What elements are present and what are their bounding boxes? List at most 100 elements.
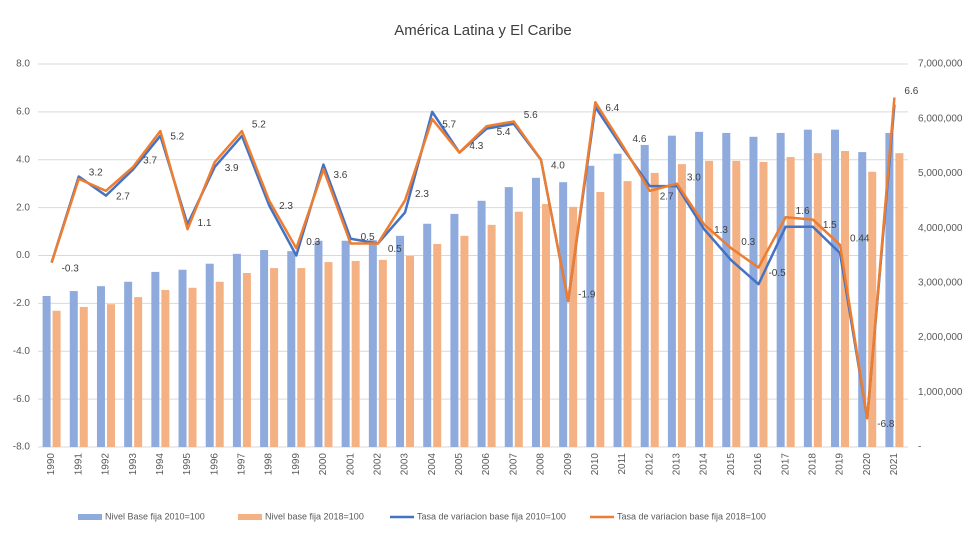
y-tick-label: -6.0: [13, 394, 31, 405]
bar: [541, 204, 550, 447]
bar: [650, 172, 659, 448]
bar: [667, 135, 676, 447]
bar: [52, 310, 61, 447]
y-tick-label: 8.0: [16, 59, 30, 70]
bar: [477, 200, 486, 447]
bar: [895, 153, 904, 448]
data-label: -6.8: [877, 419, 895, 430]
legend-swatch: [78, 514, 102, 520]
x-tick-label: 2019: [835, 453, 846, 476]
bar: [287, 251, 296, 447]
bar: [813, 153, 822, 448]
bar: [242, 273, 251, 447]
bar: [215, 281, 224, 447]
bar: [396, 235, 405, 447]
x-tick-label: 2013: [672, 453, 683, 476]
y2-tick-label: 6,000,000: [918, 113, 963, 124]
y2-tick-label: 4,000,000: [918, 223, 963, 234]
x-tick-label: 2021: [889, 453, 900, 476]
bar: [858, 152, 867, 447]
x-tick-label: 2020: [862, 453, 873, 476]
data-label: 1.3: [714, 225, 728, 236]
bar: [69, 291, 78, 447]
x-tick-label: 1990: [46, 453, 57, 476]
y-tick-label: -4.0: [13, 346, 31, 357]
data-label: 4.6: [633, 134, 647, 145]
data-label: 5.4: [497, 127, 511, 138]
data-label: 2.7: [660, 192, 674, 203]
legend-label: Tasa de variacion base fija 2010=100: [417, 511, 566, 521]
bar: [732, 160, 741, 447]
x-tick-label: 1994: [155, 453, 166, 476]
bar: [776, 132, 785, 447]
x-tick-label: 2007: [508, 453, 519, 476]
bar: [124, 281, 133, 447]
data-label: 5.2: [170, 132, 184, 143]
bar: [161, 289, 170, 447]
data-label: 5.6: [524, 110, 538, 121]
y2-tick-label: 7,000,000: [918, 59, 963, 70]
x-tick-label: 1991: [73, 453, 84, 476]
data-label: 2.3: [415, 189, 429, 200]
bar: [868, 171, 877, 447]
bar: [106, 304, 115, 447]
bar: [803, 129, 812, 447]
data-label: 3.6: [333, 170, 347, 181]
data-label: 4.0: [551, 160, 565, 171]
bar: [640, 144, 649, 447]
line: [50, 97, 896, 420]
x-tick-label: 1997: [237, 453, 248, 476]
data-label: -0.3: [62, 263, 80, 274]
bar: [188, 287, 197, 447]
bar: [134, 297, 143, 447]
y2-tick-label: 5,000,000: [918, 168, 963, 179]
bar: [460, 235, 469, 447]
x-tick-label: 1999: [291, 453, 302, 476]
bar: [260, 250, 269, 447]
y-tick-label: 0.0: [16, 250, 30, 261]
bar: [613, 153, 622, 447]
bar: [79, 306, 88, 447]
bar: [677, 164, 686, 447]
bar: [314, 240, 323, 447]
data-label: 3.9: [225, 163, 239, 174]
y-tick-label: -2.0: [13, 298, 31, 309]
x-tick-label: 2015: [726, 453, 737, 476]
bar: [586, 165, 595, 448]
bar: [559, 182, 568, 447]
bar: [151, 271, 160, 447]
x-tick-label: 2008: [536, 453, 547, 476]
chart-title: América Latina y El Caribe: [394, 22, 572, 39]
bar: [841, 150, 850, 447]
x-tick-label: 2012: [644, 453, 655, 476]
data-label: 3.7: [143, 156, 157, 167]
x-tick-label: 1992: [101, 453, 112, 476]
data-label: 0.44: [850, 234, 870, 245]
bar: [487, 224, 496, 447]
data-label: 5.7: [442, 120, 456, 131]
y2-tick-label: -: [918, 442, 921, 453]
bar: [178, 269, 187, 447]
legend-label: Tasa de variacion base fija 2018=100: [617, 511, 766, 521]
x-tick-label: 1995: [182, 453, 193, 476]
bar: [324, 262, 333, 447]
bar: [232, 253, 241, 447]
legend-swatch: [238, 514, 262, 520]
y-tick-label: 2.0: [16, 202, 30, 213]
data-label: -0.5: [768, 268, 786, 279]
bar: [831, 129, 840, 447]
x-tick-label: 2001: [345, 453, 356, 476]
x-tick-label: 2011: [617, 453, 628, 475]
y2-tick-label: 3,000,000: [918, 277, 963, 288]
x-tick-label: 1996: [209, 453, 220, 476]
data-label: 4.3: [469, 141, 483, 152]
bar: [759, 161, 768, 447]
bar: [531, 177, 540, 447]
bar: [695, 131, 704, 448]
data-label: 1.1: [198, 218, 212, 229]
y-tick-label: 6.0: [16, 107, 30, 118]
data-label: 1.5: [823, 220, 837, 231]
bar: [514, 211, 523, 447]
bar: [596, 192, 605, 447]
